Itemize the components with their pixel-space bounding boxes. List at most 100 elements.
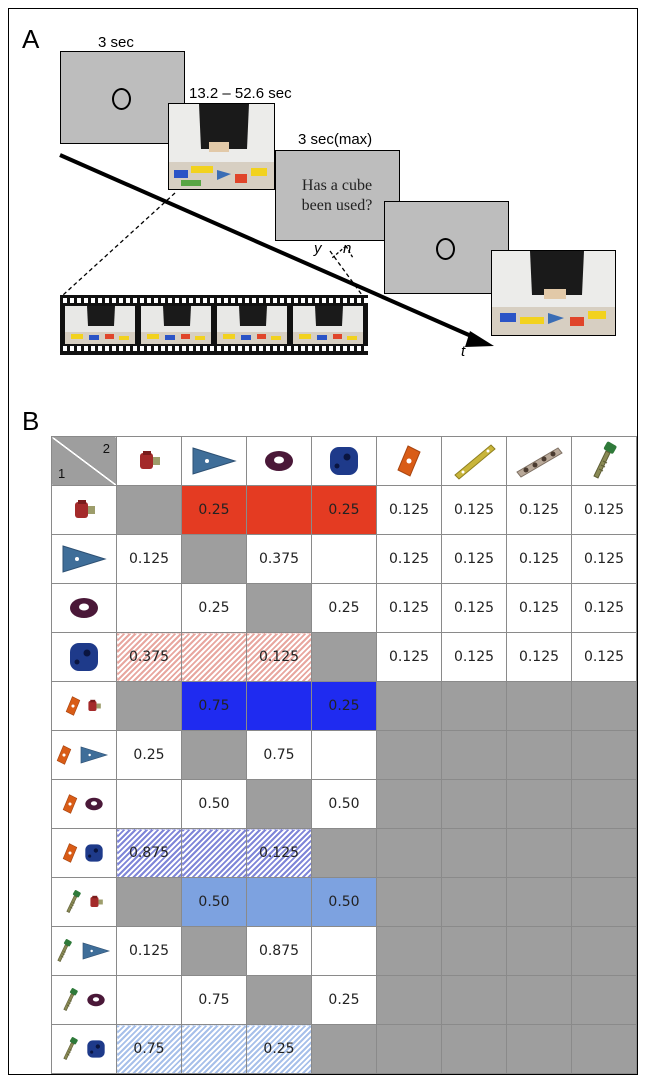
sprocket-hole [175, 346, 179, 351]
timeline-svg [59, 153, 494, 347]
matrix-cell [116, 583, 182, 633]
column-header [181, 436, 247, 486]
matrix-cell [571, 779, 637, 829]
sprocket-hole [322, 298, 326, 303]
sprocket-hole [322, 346, 326, 351]
probability-matrix: 2 1 0.25 0.25 0.125 0.125 0.125 0.125 0.125 0.375… [51, 436, 637, 1074]
matrix-cell [441, 730, 507, 780]
sprocket-hole [343, 346, 347, 351]
table-row: 0.75 0.25 [51, 681, 637, 731]
matrix-cell: 0.75 [181, 681, 247, 731]
matrix-cell: 0.875 [116, 828, 182, 878]
orange-diamond-icon [63, 696, 83, 716]
matrix-cell [376, 975, 442, 1025]
blue-cube-icon [82, 1040, 110, 1058]
film-strip [60, 295, 368, 355]
sprocket-hole [210, 346, 214, 351]
probability-value: 0.25 [133, 747, 165, 763]
sprocket-hole [315, 346, 319, 351]
probability-value: 0.125 [583, 502, 625, 518]
matrix-cell: 0.125 [506, 583, 572, 633]
probability-value: 0.125 [518, 551, 560, 567]
probability-value: 0.125 [453, 551, 495, 567]
matrix-cell: 0.125 [441, 632, 507, 682]
probability-value: 0.25 [198, 502, 230, 518]
sprocket-hole [280, 298, 284, 303]
probability-value: 0.125 [258, 845, 300, 861]
sprocket-hole [105, 346, 109, 351]
matrix-cell: 0.75 [116, 1024, 182, 1074]
matrix-cell: 0.75 [181, 975, 247, 1025]
video-duration-label: 13.2 – 52.6 sec [189, 85, 292, 102]
matrix-cell [246, 877, 312, 927]
probability-value: 0.125 [518, 600, 560, 616]
sprocket-hole [364, 298, 368, 303]
fixation-circle-icon-2 [436, 238, 455, 260]
blue-triangle-icon [61, 545, 107, 573]
sprocket-hole [252, 346, 256, 351]
sprocket-hole [154, 346, 158, 351]
purple-ring-icon [262, 451, 296, 471]
corner-col-number: 2 [102, 441, 110, 456]
sprocket-hole [315, 298, 319, 303]
matrix-cell [311, 1024, 377, 1074]
matrix-cell [376, 681, 442, 731]
sprocket-hole [329, 298, 333, 303]
sprocket-hole [217, 346, 221, 351]
dashed-line-right [329, 250, 363, 296]
sprocket-hole [91, 346, 95, 351]
matrix-cell: 0.375 [116, 632, 182, 682]
sprocket-hole [245, 298, 249, 303]
sprocket-hole [294, 298, 298, 303]
sprocket-hole [336, 346, 340, 351]
sprocket-hole [273, 346, 277, 351]
probability-value: 0.125 [258, 649, 300, 665]
sprocket-hole [364, 346, 368, 351]
sprocket-hole [189, 346, 193, 351]
matrix-cell [571, 730, 637, 780]
film-strip-svg [63, 298, 368, 351]
sprocket-hole [294, 346, 298, 351]
column-header [116, 436, 182, 486]
matrix-cell [246, 975, 312, 1025]
probability-value: 0.25 [328, 698, 360, 714]
matrix-cell [311, 632, 377, 682]
film-frame [141, 306, 211, 344]
matrix-cell [376, 730, 442, 780]
probability-value: 0.125 [388, 649, 430, 665]
matrix-cell: 0.75 [246, 730, 312, 780]
sprocket-hole [119, 298, 123, 303]
matrix-cell: 0.875 [246, 926, 312, 976]
matrix-cell: 0.125 [246, 828, 312, 878]
column-header [506, 436, 572, 486]
probability-value: 0.125 [518, 649, 560, 665]
table-row: 0.25 0.25 0.125 0.125 0.125 0.125 [51, 583, 637, 633]
sprocket-hole [77, 346, 81, 351]
video-frame-image-2 [491, 250, 616, 336]
matrix-cell: 0.125 [571, 583, 637, 633]
matrix-cell [441, 828, 507, 878]
blue-cube-icon [67, 643, 101, 671]
fixation-screen-2 [384, 201, 509, 294]
fixation-screen [60, 51, 185, 144]
matrix-cell [376, 1024, 442, 1074]
probability-value: 0.125 [453, 600, 495, 616]
table-row: 0.50 0.50 [51, 877, 637, 927]
sprocket-hole [126, 346, 130, 351]
table-row: 0.125 0.875 [51, 926, 637, 976]
sprocket-hole [182, 346, 186, 351]
sprocket-hole [210, 298, 214, 303]
matrix-cell [311, 828, 377, 878]
row-label [51, 681, 117, 731]
matrix-cell: 0.25 [311, 583, 377, 633]
fixation-duration-label: 3 sec [98, 34, 134, 51]
matrix-cell: 0.125 [571, 534, 637, 584]
film-frame [293, 306, 363, 344]
probability-value: 0.125 [583, 551, 625, 567]
time-arrow-line [59, 153, 479, 341]
matrix-cell [506, 681, 572, 731]
red-bolt-icon [85, 894, 107, 910]
blue-triangle-icon [76, 942, 116, 960]
